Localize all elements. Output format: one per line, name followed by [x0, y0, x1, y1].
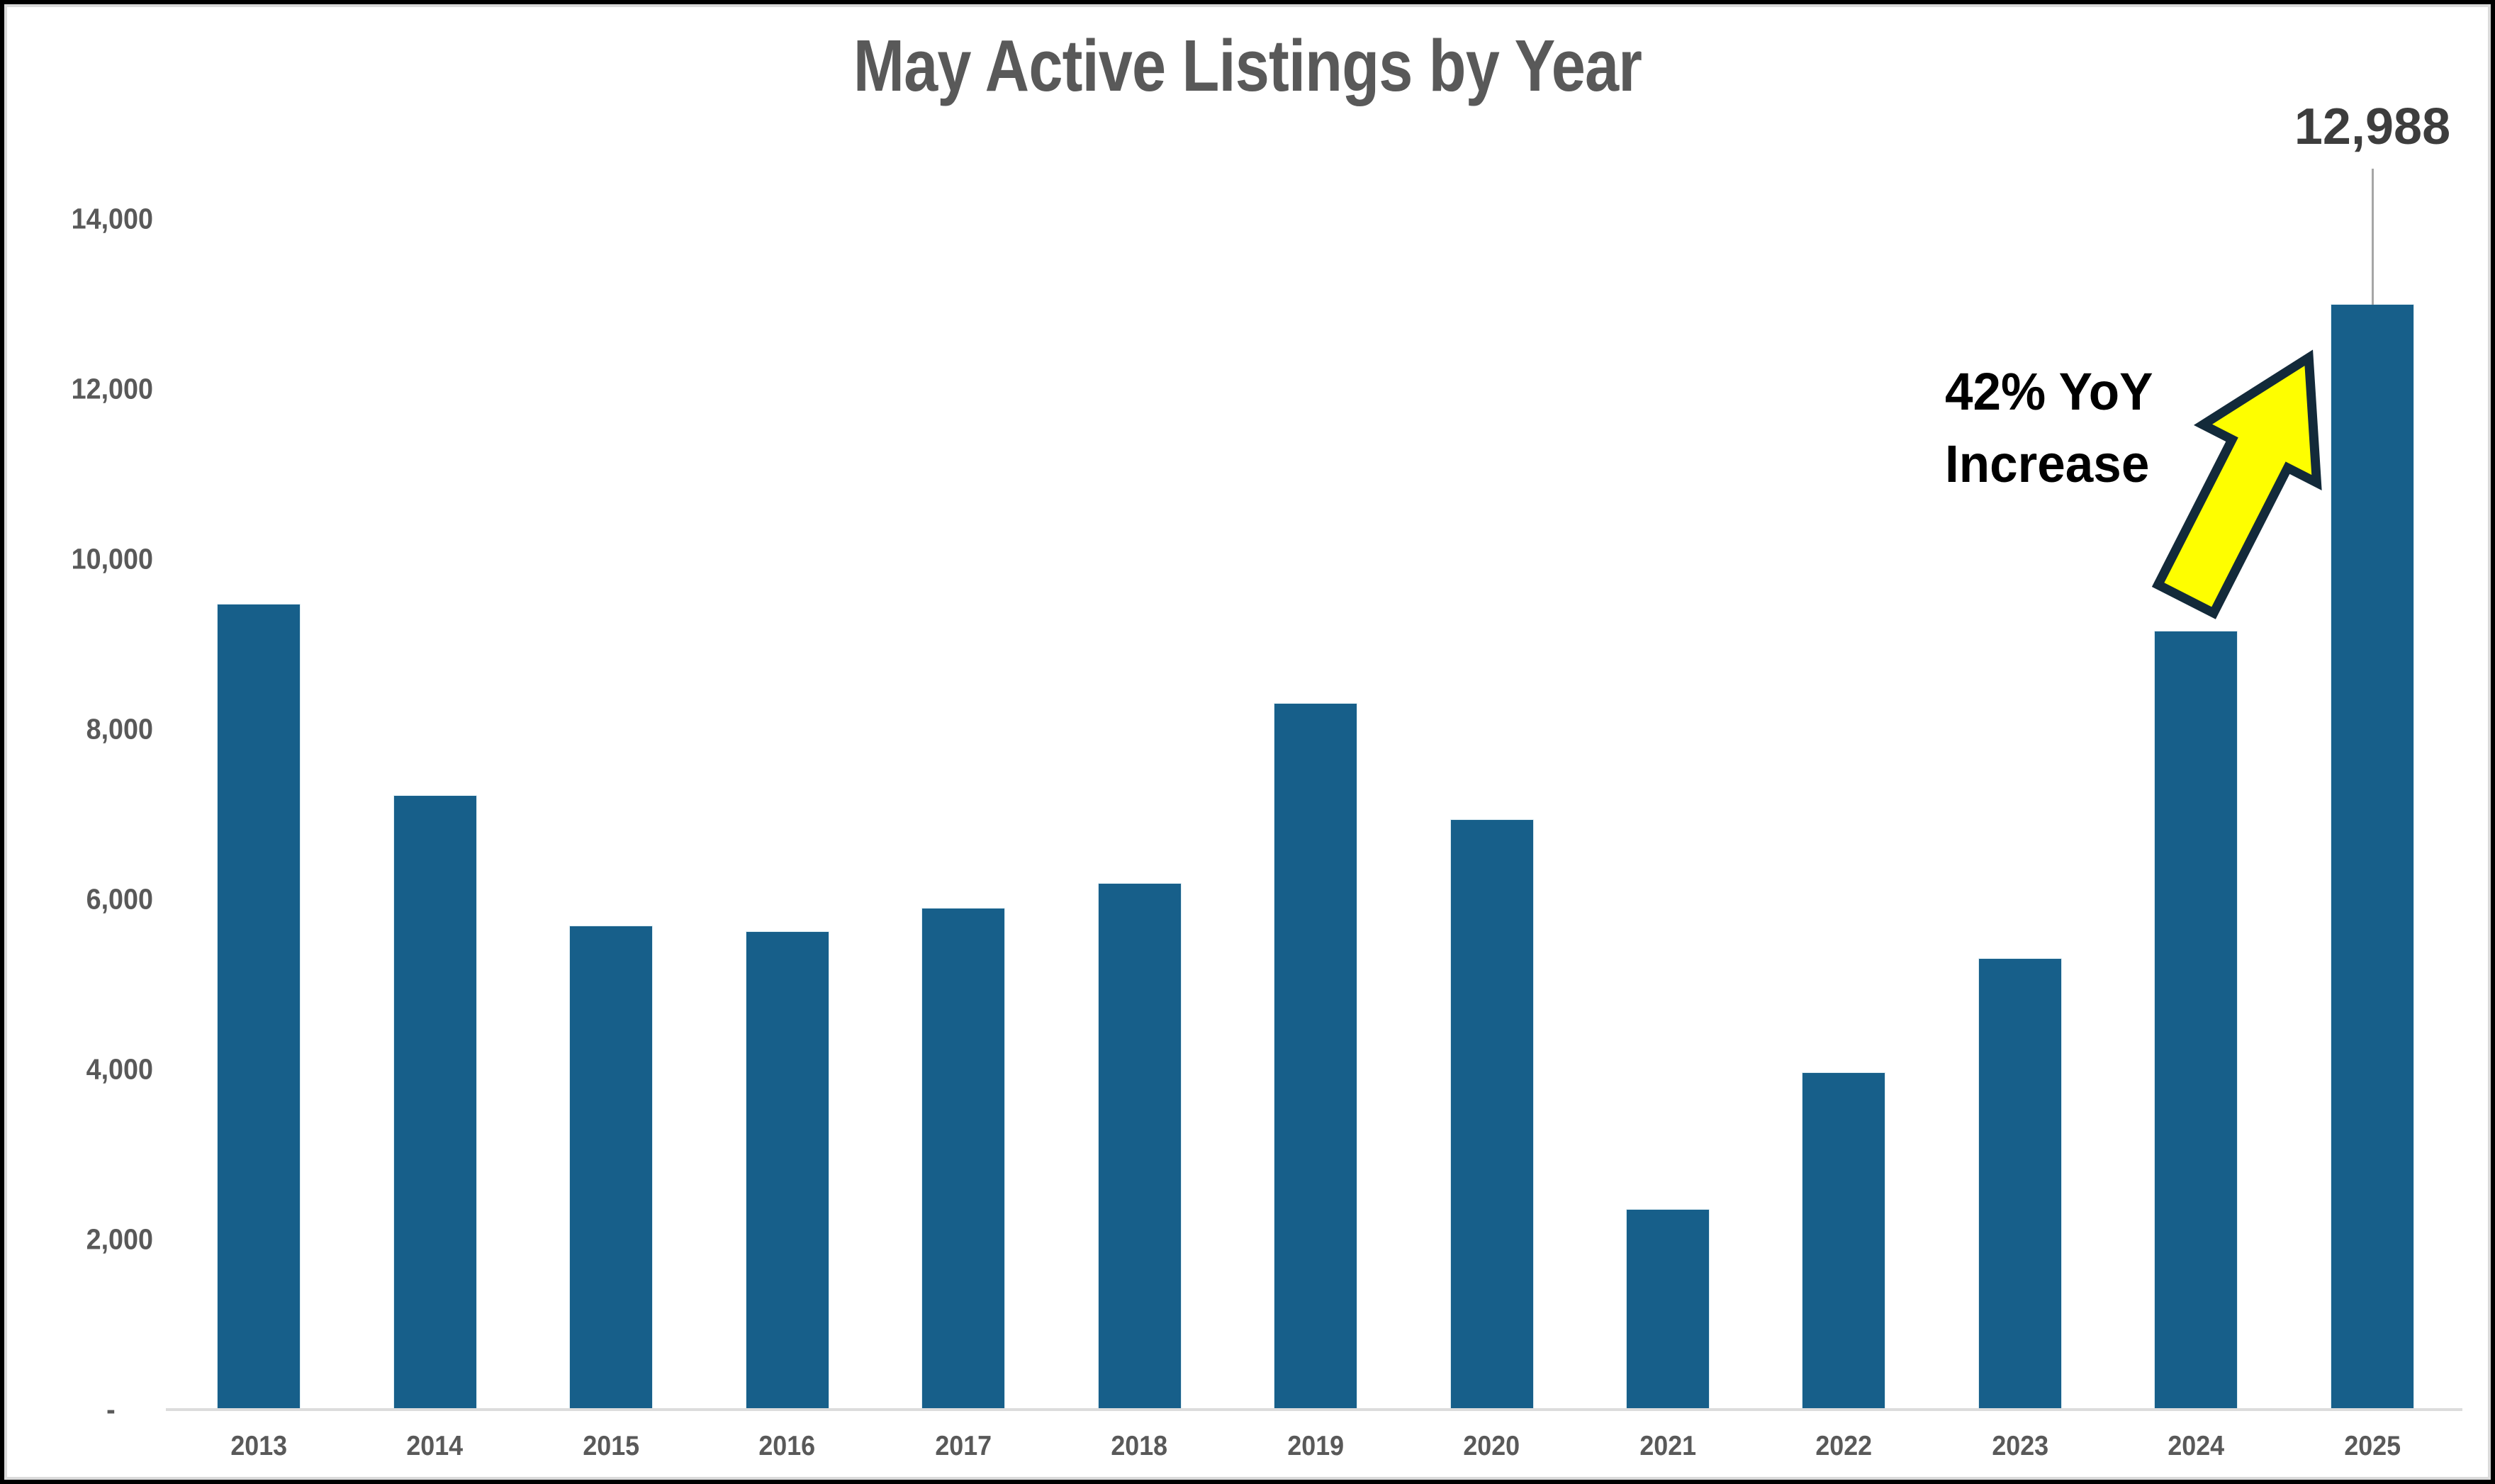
bar-2021	[1626, 1210, 1709, 1410]
x-axis-label-2023: 2023	[1992, 1431, 2048, 1461]
x-axis-label-2025: 2025	[2343, 1431, 2401, 1461]
bar-2015	[570, 926, 653, 1410]
data-label-2025: 12,988	[2294, 99, 2451, 155]
y-axis-tick-4000: 4,000	[86, 1052, 153, 1086]
bar-slot-2019: 2019	[1228, 219, 1403, 1461]
bar-2024	[2155, 631, 2238, 1410]
y-axis-tick-14000: 14,000	[71, 202, 153, 235]
plot-area: 14,000 12,000 10,000 8,000 6,000 4,000 2,000- …	[72, 169, 2460, 1461]
y-axis-tick-2000: 2,000	[86, 1222, 153, 1256]
yoy-annotation: 42% YoY Increase	[1945, 356, 2153, 500]
x-axis-label-2022: 2022	[1815, 1431, 1873, 1461]
bar-2014	[393, 795, 476, 1410]
x-axis-label-2024: 2024	[2168, 1431, 2225, 1461]
bar-slot-2013: 2013	[171, 219, 347, 1461]
y-axis-tick-0: -	[106, 1393, 116, 1426]
bar-2018	[1098, 884, 1181, 1410]
y-axis-tick-10000: 10,000	[71, 542, 153, 575]
yoy-annotation-line2: Increase	[1945, 434, 2150, 494]
bar-2022	[1802, 1072, 1885, 1410]
y-axis-tick-6000: 6,000	[86, 882, 153, 916]
bar-slot-2025: 2025	[2284, 169, 2460, 1461]
x-axis-label-2014: 2014	[406, 1431, 464, 1461]
bar-slot-2022: 2022	[1756, 219, 1931, 1461]
bar-2019	[1274, 704, 1357, 1410]
yoy-annotation-line1: 42% YoY	[1945, 362, 2153, 421]
x-axis-label-2021: 2021	[1639, 1431, 1696, 1461]
bar-slot-2015: 2015	[523, 219, 699, 1461]
bar-2025	[2331, 305, 2413, 1410]
x-axis-label-2019: 2019	[1287, 1431, 1344, 1461]
y-axis-tick-12000: 12,000	[71, 372, 153, 405]
bar-2017	[922, 909, 1005, 1410]
x-axis-label-2015: 2015	[583, 1431, 640, 1461]
x-axis-label-2020: 2020	[1463, 1431, 1520, 1461]
bar-2013	[218, 604, 301, 1410]
bar-2023	[1978, 959, 2061, 1410]
y-axis-tick-8000: 8,000	[86, 712, 153, 746]
bar-2020	[1450, 820, 1533, 1410]
bar-2016	[746, 931, 829, 1410]
bar-slot-2017: 2017	[875, 219, 1051, 1461]
bar-slot-2024: 2024	[2108, 219, 2284, 1461]
leader-line-2025	[2371, 169, 2374, 305]
bar-slot-2016: 2016	[699, 219, 875, 1461]
bar-series: 2013 2014 2015 2016 2017 2018 2019 2020 2021 2022…	[171, 169, 2460, 1461]
bar-slot-2021: 2021	[1580, 219, 1756, 1461]
bar-slot-2020: 2020	[1403, 219, 1579, 1461]
x-axis-label-2018: 2018	[1111, 1431, 1168, 1461]
x-axis-label-2016: 2016	[758, 1431, 816, 1461]
bar-slot-2023: 2023	[1932, 219, 2108, 1461]
up-right-block-arrow-icon	[2134, 336, 2361, 626]
x-axis-label-2017: 2017	[935, 1431, 992, 1461]
bar-slot-2014: 2014	[347, 219, 522, 1461]
chart-title: May Active Listings by Year	[853, 25, 1642, 106]
x-axis-label-2013: 2013	[230, 1431, 288, 1461]
x-axis-line	[166, 1408, 2462, 1411]
bar-slot-2018: 2018	[1051, 219, 1227, 1461]
